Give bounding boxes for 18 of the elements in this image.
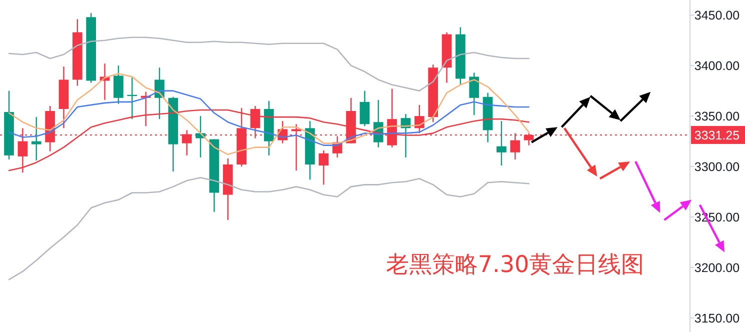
candlestick — [31, 116, 42, 162]
line-series — [8, 73, 530, 156]
y-tick-label: 3400.00 — [694, 59, 740, 74]
candlestick — [318, 150, 329, 186]
candlestick — [496, 120, 506, 166]
candlestick — [360, 90, 370, 127]
line-series — [8, 36, 530, 92]
ref-line-label: 3331.25 — [694, 128, 740, 142]
candlestick — [114, 64, 124, 105]
line-series — [8, 176, 530, 280]
y-tick-label: 3350.00 — [694, 110, 740, 124]
y-tick-label: 3150.00 — [694, 311, 740, 326]
y-tick-label: 3200.00 — [694, 260, 740, 275]
y-tick-label: 3300.00 — [694, 160, 740, 174]
y-tick-label: 3450.00 — [694, 8, 740, 23]
candlestick — [291, 124, 302, 172]
candlestick — [469, 72, 480, 116]
text: 老黑策略7.30黄金日线图 — [386, 252, 644, 278]
